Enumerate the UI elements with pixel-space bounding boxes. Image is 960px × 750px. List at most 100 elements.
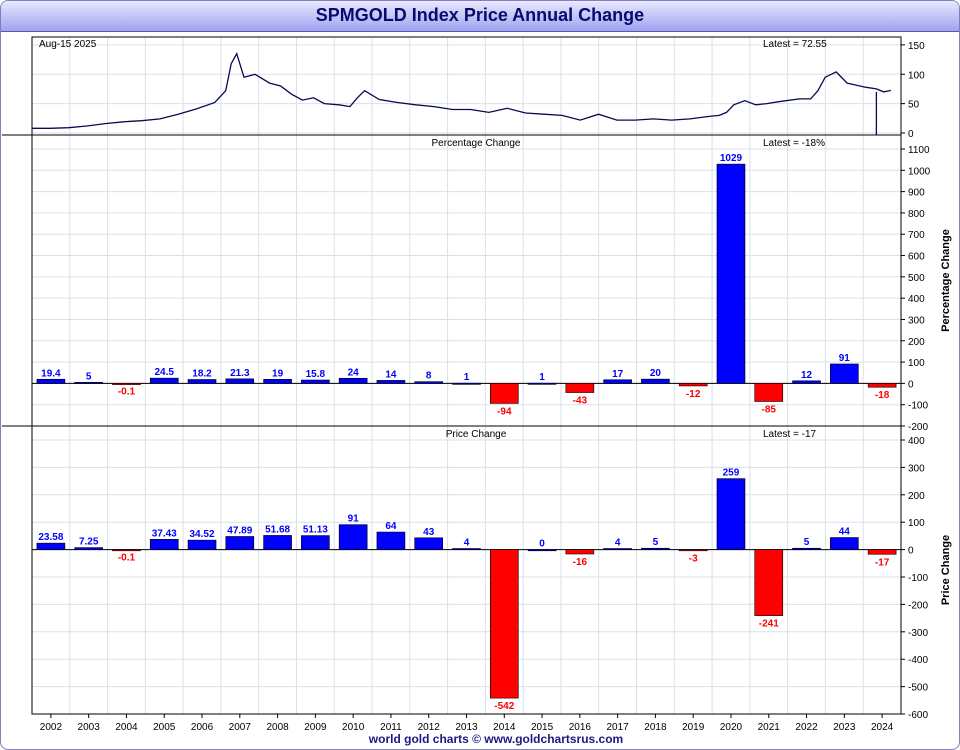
y-tick-label: 100	[908, 70, 925, 81]
y-tick-label: 100	[908, 518, 925, 529]
x-tick-label: 2021	[758, 722, 781, 733]
y-tick-label: -200	[908, 422, 928, 433]
price-change-bar-2014	[489, 549, 519, 699]
y-tick-label: 500	[908, 273, 925, 284]
price-change-panel-title: Price Change	[446, 429, 507, 440]
price-change-data-label: -16	[573, 557, 588, 568]
y-tick-label: 150	[908, 41, 925, 52]
y-tick-label: 300	[908, 463, 925, 474]
x-tick-label: 2010	[342, 722, 365, 733]
percent-change-bar-2004	[112, 383, 141, 385]
percent-change-bar-2005	[149, 377, 179, 384]
title-bar: SPMGOLD Index Price Annual Change	[1, 1, 959, 32]
price-line	[32, 52, 892, 129]
price-change-bar-2020	[716, 478, 746, 550]
percent-change-data-label: -43	[573, 396, 588, 407]
x-tick-label: 2016	[569, 722, 592, 733]
x-tick-label: 2002	[40, 722, 63, 733]
percent-change-data-label: 8	[426, 371, 432, 382]
y-tick-label: -500	[908, 683, 928, 694]
percent-change-axis-title: Percentage Change	[940, 229, 952, 332]
y-tick-label: 400	[908, 294, 925, 305]
price-change-data-label: 47.89	[227, 525, 252, 536]
x-tick-label: 2012	[418, 722, 441, 733]
percent-change-data-label: 15.8	[306, 369, 326, 380]
percent-change-bar-2002	[36, 378, 66, 384]
percent-change-bar-2003	[74, 382, 103, 384]
percent-change-data-label: 1	[464, 372, 470, 383]
percent-change-bar-2008	[263, 379, 292, 384]
price-change-data-label: 64	[385, 521, 397, 532]
y-tick-label: -200	[908, 600, 928, 611]
percent-change-bar-2015	[527, 382, 557, 385]
x-tick-label: 2019	[682, 722, 705, 733]
percent-change-bar-2013	[452, 382, 481, 385]
percent-change-data-label: -94	[497, 406, 512, 417]
price-change-bar-2007	[225, 536, 255, 550]
percent-change-data-label: 91	[839, 353, 851, 364]
y-tick-label: 0	[908, 129, 914, 140]
price-change-bar-2004	[112, 549, 141, 552]
y-tick-label: 0	[908, 546, 914, 557]
percent-change-bar-2019	[678, 383, 708, 387]
percent-change-bar-2020	[716, 163, 746, 384]
percent-change-data-label: 14	[385, 369, 397, 380]
x-tick-label: 2008	[266, 722, 289, 733]
percent-change-data-label: 21.3	[230, 368, 250, 379]
percent-change-bar-2018	[641, 378, 670, 384]
x-tick-label: 2017	[607, 722, 630, 733]
percent-change-data-label: 24.5	[155, 367, 175, 378]
y-tick-label: 200	[908, 491, 925, 502]
percent-change-bar-2021	[754, 383, 784, 402]
price-change-bar-2009	[301, 535, 330, 550]
price-change-data-label: 91	[348, 514, 360, 525]
footer-credit: world gold charts © www.goldchartsrus.co…	[368, 732, 624, 746]
price-change-bar-2019	[678, 549, 708, 552]
price-change-data-label: -17	[875, 557, 890, 568]
price-change-bar-2003	[74, 547, 103, 550]
price-change-axis-title: Price Change	[940, 535, 952, 605]
percent-change-data-label: 18.2	[192, 369, 212, 380]
y-tick-label: 200	[908, 337, 925, 348]
price-change-bar-2024	[867, 549, 897, 555]
chart-title: SPMGOLD Index Price Annual Change	[315, 5, 645, 25]
percent-change-bar-2017	[603, 379, 632, 384]
price-change-bar-2006	[187, 539, 217, 550]
price-change-bar-2018	[641, 547, 670, 550]
percent-change-data-label: 12	[801, 370, 813, 381]
price-change-bar-2005	[149, 539, 179, 550]
y-tick-label: 0	[908, 379, 914, 390]
y-tick-label: 800	[908, 209, 925, 220]
y-tick-label: -100	[908, 573, 928, 584]
panel-border	[31, 36, 902, 136]
x-tick-label: 2024	[871, 722, 894, 733]
percent-change-data-label: -12	[686, 389, 701, 400]
y-tick-label: 400	[908, 436, 925, 447]
y-tick-label: 600	[908, 252, 925, 263]
price-change-data-label: 7.25	[79, 537, 99, 548]
percent-change-latest-label: Latest = -18%	[763, 138, 825, 149]
x-tick-label: 2014	[493, 722, 516, 733]
price-change-bar-2013	[452, 548, 481, 551]
x-tick-label: 2015	[531, 722, 554, 733]
percent-change-panel-title: Percentage Change	[432, 138, 521, 149]
price-change-bar-2010	[338, 524, 368, 550]
percent-change-bar-2014	[489, 383, 519, 404]
percent-change-bar-2012	[414, 381, 444, 384]
x-tick-label: 2013	[455, 722, 478, 733]
percent-change-data-label: 1029	[720, 153, 743, 164]
x-tick-label: 2006	[191, 722, 214, 733]
price-change-data-label: -241	[759, 619, 779, 630]
price-change-data-label: 259	[723, 468, 740, 479]
price-change-data-label: 5	[653, 537, 659, 548]
percent-change-data-label: -18	[875, 390, 890, 401]
percent-change-bar-2010	[338, 377, 368, 384]
price-change-data-label: 51.68	[265, 524, 290, 535]
price-change-data-label: -542	[494, 701, 514, 712]
price-change-bar-2011	[376, 531, 406, 550]
x-tick-label: 2022	[795, 722, 818, 733]
percent-change-bar-2011	[376, 380, 406, 384]
percent-change-data-label: 19	[272, 368, 284, 379]
